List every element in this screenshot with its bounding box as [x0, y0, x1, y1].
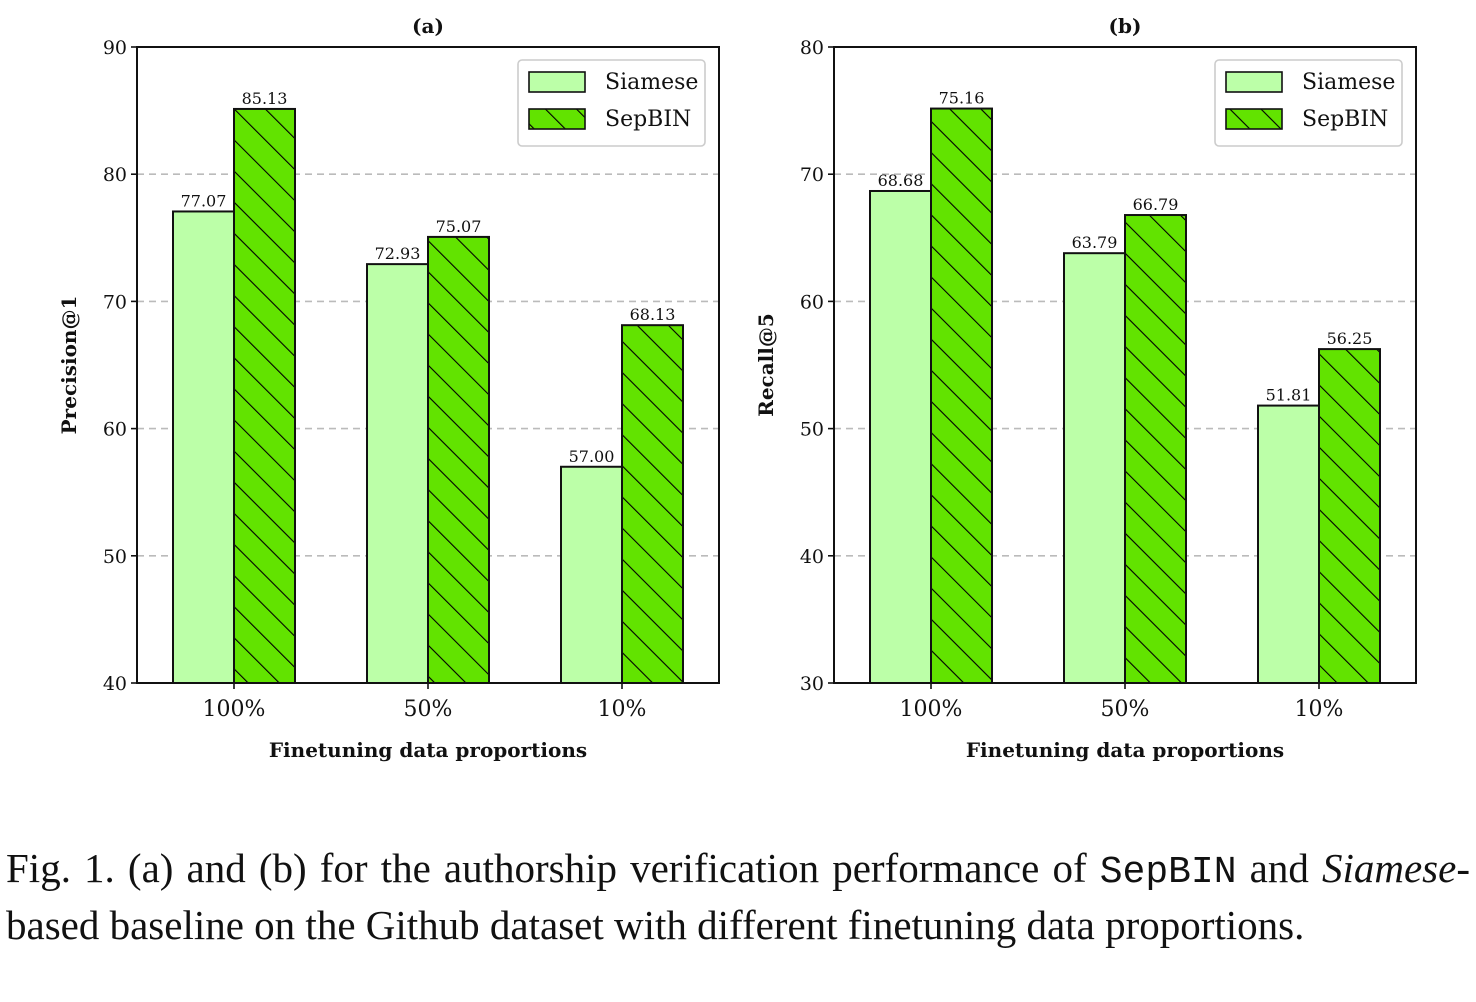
- chart-title: (b): [1109, 14, 1142, 38]
- bar-sepbin-100pct: [233, 107, 296, 684]
- data-label: 56.25: [1327, 329, 1373, 348]
- x-tick-label: 50%: [404, 697, 453, 722]
- y-axis-label: Precision@1: [57, 296, 81, 435]
- legend-label-sepbin: SepBIN: [605, 107, 691, 132]
- legend-label-sepbin: SepBIN: [1302, 107, 1388, 132]
- caption-text-3: -based baseline on the Github dataset wi…: [6, 845, 1470, 948]
- x-tick-label: 10%: [1295, 697, 1344, 722]
- legend: Siamese SepBIN: [1214, 59, 1403, 147]
- data-label: 51.81: [1266, 386, 1312, 405]
- bar-siamese-50pct: [366, 263, 429, 684]
- chart-panel-b: 68.68 75.16 100% 63.79 66.79 50% 51.81 56.25 10%…: [754, 14, 1417, 762]
- y-tick-label: 80: [800, 37, 824, 59]
- y-tick-label: 60: [800, 291, 824, 313]
- data-label: 68.68: [878, 171, 924, 190]
- caption-text-1: Fig. 1. (a) and (b) for the authorship v…: [6, 845, 1100, 891]
- legend-label-siamese: Siamese: [1302, 70, 1395, 95]
- bar-sepbin-10pct: [621, 324, 684, 684]
- legend-swatch-siamese: [1225, 71, 1283, 93]
- x-tick-label: 10%: [598, 697, 647, 722]
- y-tick-label: 80: [103, 164, 127, 186]
- bar-sepbin-10pct: [1318, 348, 1381, 684]
- legend-swatch-siamese: [528, 71, 586, 93]
- data-label: 63.79: [1072, 233, 1118, 252]
- y-axis-label: Recall@5: [754, 313, 778, 417]
- data-label: 66.79: [1133, 195, 1179, 214]
- legend-swatch-sepbin: [1225, 108, 1283, 130]
- caption-code: SepBIN: [1099, 851, 1237, 894]
- data-label: 68.13: [630, 305, 676, 324]
- data-label: 77.07: [181, 191, 227, 210]
- bar-sepbin-50pct: [1124, 214, 1187, 685]
- y-tick-label: 70: [103, 291, 127, 313]
- figure: 77.07 85.13 100% 72.93 75.07 50% 57.00 68.13 10%…: [57, 14, 1417, 762]
- y-tick-label: 60: [103, 419, 127, 441]
- data-label: 75.07: [436, 217, 482, 236]
- caption-italic: Siamese: [1321, 845, 1457, 891]
- chart-title: (a): [412, 14, 444, 38]
- legend-label-siamese: Siamese: [605, 70, 698, 95]
- data-label: 75.16: [939, 89, 985, 108]
- bar-siamese-10pct: [560, 465, 623, 685]
- axes-frame: [833, 46, 1417, 684]
- bar-siamese-50pct: [1063, 252, 1126, 684]
- bar-sepbin-50pct: [427, 235, 490, 684]
- legend: Siamese SepBIN: [517, 59, 706, 147]
- bar-siamese-100pct: [869, 189, 932, 685]
- x-tick-label: 100%: [203, 697, 266, 722]
- figure-caption: Fig. 1. (a) and (b) for the authorship v…: [6, 842, 1470, 951]
- y-tick-label: 50: [103, 546, 127, 568]
- data-label: 85.13: [242, 89, 288, 108]
- x-tick-label: 50%: [1101, 697, 1150, 722]
- y-tick-label: 90: [103, 37, 127, 59]
- axes-frame: [136, 46, 720, 684]
- x-axis-label: Finetuning data proportions: [269, 738, 587, 762]
- y-tick-label: 50: [800, 419, 824, 441]
- y-tick-label: 30: [800, 673, 824, 695]
- legend-swatch-sepbin: [528, 108, 586, 130]
- bar-sepbin-100pct: [930, 107, 993, 684]
- y-tick-label: 70: [800, 164, 824, 186]
- x-tick-label: 100%: [900, 697, 963, 722]
- chart-panel-a: 77.07 85.13 100% 72.93 75.07 50% 57.00 68.13 10%…: [57, 14, 720, 762]
- x-axis-label: Finetuning data proportions: [966, 738, 1284, 762]
- y-tick-label: 40: [800, 546, 824, 568]
- bar-siamese-10pct: [1257, 404, 1320, 684]
- y-tick-label: 40: [103, 673, 127, 695]
- data-label: 72.93: [375, 244, 421, 263]
- data-label: 57.00: [569, 447, 615, 466]
- caption-text-2: and: [1236, 845, 1322, 891]
- bar-siamese-100pct: [172, 210, 235, 684]
